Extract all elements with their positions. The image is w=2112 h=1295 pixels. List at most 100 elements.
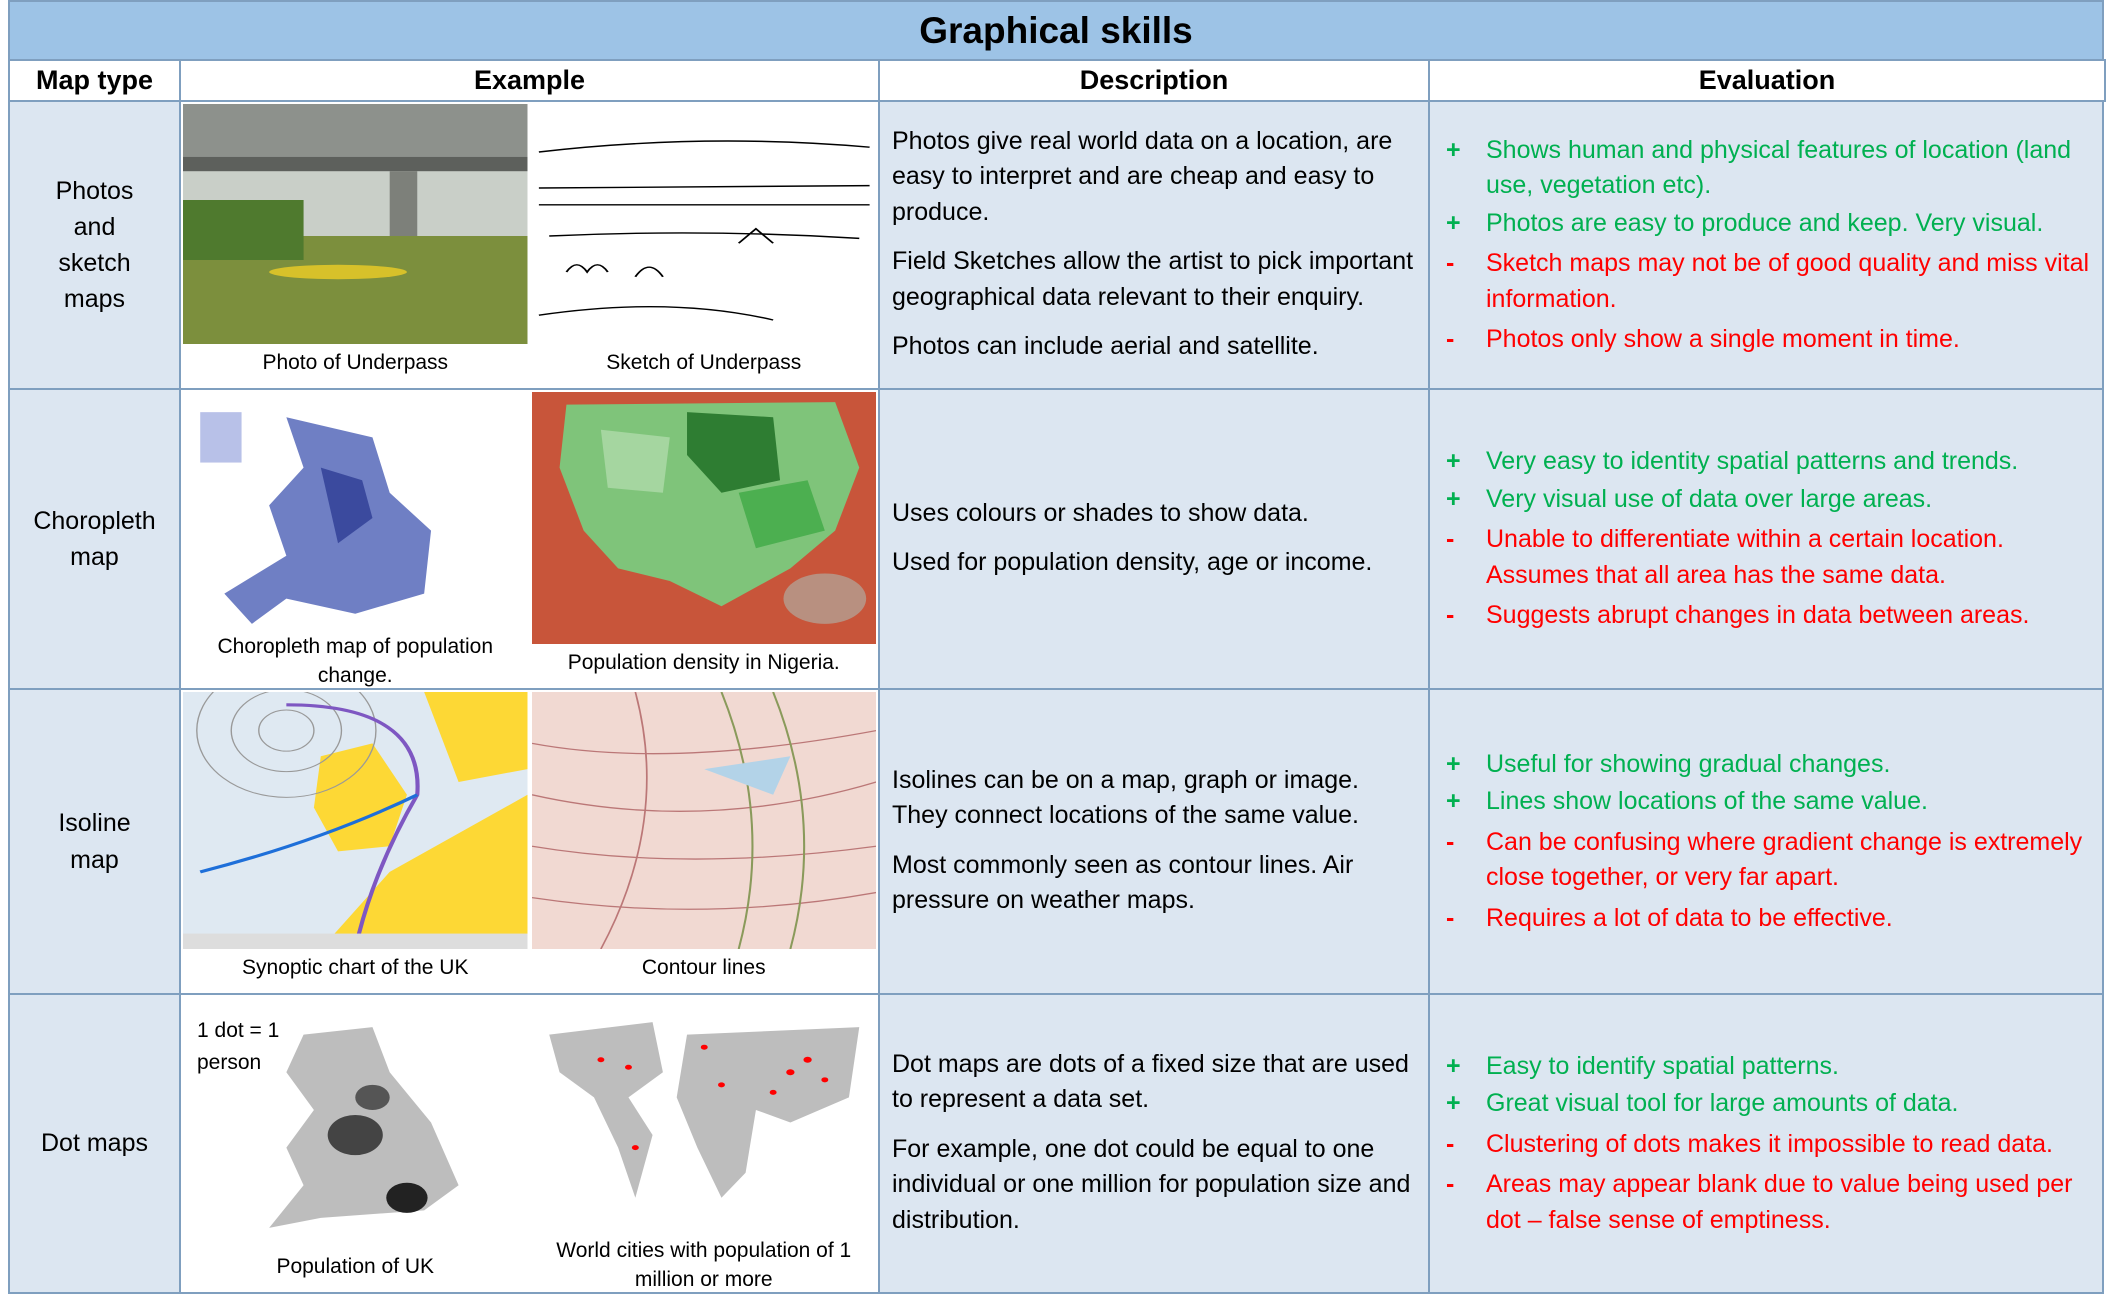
map-type: Photos and sketch maps: [8, 100, 181, 390]
description-paragraph: For example, one dot could be equal to o…: [892, 1134, 1411, 1234]
evaluation-item: + Very visual use of data over large area…: [1446, 482, 2090, 518]
table-title: Graphical skills: [8, 0, 2104, 61]
description-paragraph: Uses colours or shades to show data.: [892, 498, 1309, 527]
example-cell: Choropleth map of population change. Popu…: [179, 388, 880, 690]
evaluation-item: + Lines show locations of the same value.: [1446, 784, 2090, 820]
evaluation-text: Unable to differentiate within a certain…: [1486, 525, 2004, 589]
evaluation-text: Requires a lot of data to be effective.: [1486, 903, 1893, 932]
evaluation-sign: +: [1446, 1051, 1461, 1080]
evaluation: + Very easy to identity spatial patterns …: [1428, 388, 2104, 690]
evaluation: + Useful for showing gradual changes. + Lin…: [1428, 688, 2104, 995]
evaluation-text: Clustering of dots makes it impossible t…: [1486, 1129, 2053, 1158]
evaluation-text: Areas may appear blank due to value bein…: [1486, 1170, 2073, 1234]
evaluation-item: + Very easy to identity spatial patterns …: [1446, 444, 2090, 480]
evaluation-sign: -: [1446, 525, 1455, 554]
evaluation-item: + Useful for showing gradual changes.: [1446, 747, 2090, 783]
map-type: Dot maps: [8, 993, 181, 1294]
example-image: [531, 104, 876, 344]
evaluation-sign: -: [1446, 903, 1455, 932]
evaluation-sign: -: [1446, 601, 1455, 630]
column-header: Map type: [8, 59, 181, 102]
description: Uses colours or shades to show data. Used…: [878, 388, 1430, 690]
description-paragraph: Dot maps are dots of a fixed size that a…: [892, 1049, 1409, 1114]
evaluation-item: + Great visual tool for large amounts of …: [1446, 1086, 2090, 1122]
evaluation-sign: +: [1446, 787, 1461, 816]
image-art: [183, 392, 528, 644]
evaluation-sign: +: [1446, 208, 1461, 237]
evaluation-item: + Photos are easy to produce and keep. Ve…: [1446, 206, 2090, 242]
image-caption: Population density in Nigeria.: [567, 651, 840, 674]
evaluation-item: + Easy to identify spatial patterns.: [1446, 1049, 2090, 1085]
evaluation-text: Shows human and physical features of loc…: [1486, 135, 2072, 200]
example-image: [183, 392, 528, 644]
evaluation-text: Suggests abrupt changes in data between …: [1486, 601, 2030, 630]
image-caption: Contour lines: [641, 956, 766, 979]
evaluation-text: Very visual use of data over large areas…: [1486, 484, 1933, 513]
evaluation-sign: +: [1446, 447, 1461, 476]
evaluation-sign: -: [1446, 325, 1455, 353]
evaluation-sign: +: [1446, 484, 1461, 513]
evaluation: + Easy to identify spatial patterns. + Grea…: [1428, 993, 2104, 1294]
evaluation-sign: -: [1446, 1129, 1455, 1158]
evaluation-text: Photos are easy to produce and keep. Ver…: [1486, 208, 2044, 237]
image-caption: Population of UK: [276, 1255, 435, 1278]
evaluation-text: Can be confusing where gradient change i…: [1486, 827, 2083, 892]
evaluation-item: + Shows human and physical features of lo…: [1446, 133, 2090, 204]
evaluation-sign: +: [1446, 749, 1461, 778]
image-caption: Sketch of Underpass: [606, 351, 802, 374]
image-art: [531, 692, 876, 949]
description-paragraph: Used for population density, age or inco…: [892, 548, 1373, 576]
example-cell: Synoptic chart of the UK Contour lines: [179, 688, 880, 995]
description: Isolines can be on a map, graph or image…: [878, 688, 1430, 995]
evaluation-sign: -: [1446, 827, 1455, 856]
evaluation-sign: -: [1446, 249, 1455, 277]
description: Dot maps are dots of a fixed size that a…: [878, 993, 1430, 1294]
evaluation-text: Lines show locations of the same value.: [1486, 787, 1928, 816]
evaluation-item: - Areas may appear blank due to value bei…: [1446, 1167, 2090, 1238]
example-cell: Population of UK 1 dot = 1 person World ci…: [179, 993, 880, 1294]
example-image: [531, 997, 876, 1248]
description-paragraph: Photos can include aerial and satellite.: [892, 332, 1319, 360]
example-image: [183, 997, 528, 1248]
evaluation-item: - Can be confusing where gradient change …: [1446, 825, 2090, 896]
column-header: Description: [878, 59, 1430, 102]
description-paragraph: Photos give real world data on a locatio…: [892, 126, 1393, 226]
image-caption: Synoptic chart of the UK: [242, 956, 469, 979]
example-image: [183, 104, 528, 344]
evaluation-text: Very easy to identity spatial patterns a…: [1486, 447, 2019, 476]
example-image: [183, 692, 528, 949]
image-art: [531, 104, 876, 344]
image-art: [183, 997, 528, 1248]
evaluation-item: - Photos only show a single moment in tim…: [1446, 322, 2090, 358]
evaluation-item: - Clustering of dots makes it impossible …: [1446, 1127, 2090, 1163]
image-art: [531, 997, 876, 1248]
evaluation-sign: -: [1446, 1170, 1455, 1199]
image-art: [531, 392, 876, 644]
evaluation-item: - Sketch maps may not be of good quality …: [1446, 246, 2090, 317]
evaluation-text: Great visual tool for large amounts of d…: [1486, 1089, 1959, 1118]
evaluation-text: Useful for showing gradual changes.: [1486, 749, 1891, 778]
description-paragraph: Field Sketches allow the artist to pick …: [892, 247, 1414, 311]
image-caption: World cities with population of 1 millio…: [556, 1239, 852, 1292]
image-art: [183, 104, 528, 344]
evaluation-sign: +: [1446, 1089, 1461, 1118]
image-caption: Choropleth map of population change.: [217, 635, 494, 688]
description: Photos give real world data on a locatio…: [878, 100, 1430, 390]
image-caption: Photo of Underpass: [262, 351, 449, 374]
description-paragraph: Isolines can be on a map, graph or image…: [892, 765, 1359, 830]
image-note: 1 dot = 1 person: [197, 1019, 280, 1074]
example-cell: Photo of Underpass Sketch of Underpass: [179, 100, 880, 390]
evaluation-text: Photos only show a single moment in time…: [1486, 325, 1960, 353]
example-image: [531, 692, 876, 949]
image-art: [183, 692, 528, 949]
map-type: Choropleth map: [8, 388, 181, 690]
evaluation-item: - Suggests abrupt changes in data between…: [1446, 598, 2090, 634]
description-paragraph: Most commonly seen as contour lines. Air…: [892, 850, 1354, 915]
evaluation-item: - Unable to differentiate within a certai…: [1446, 522, 2090, 593]
column-header: Evaluation: [1428, 59, 2106, 102]
evaluation-item: - Requires a lot of data to be effective.: [1446, 901, 2090, 937]
map-type: Isoline map: [8, 688, 181, 995]
example-image: [531, 392, 876, 644]
evaluation: + Shows human and physical features of lo…: [1428, 100, 2104, 390]
